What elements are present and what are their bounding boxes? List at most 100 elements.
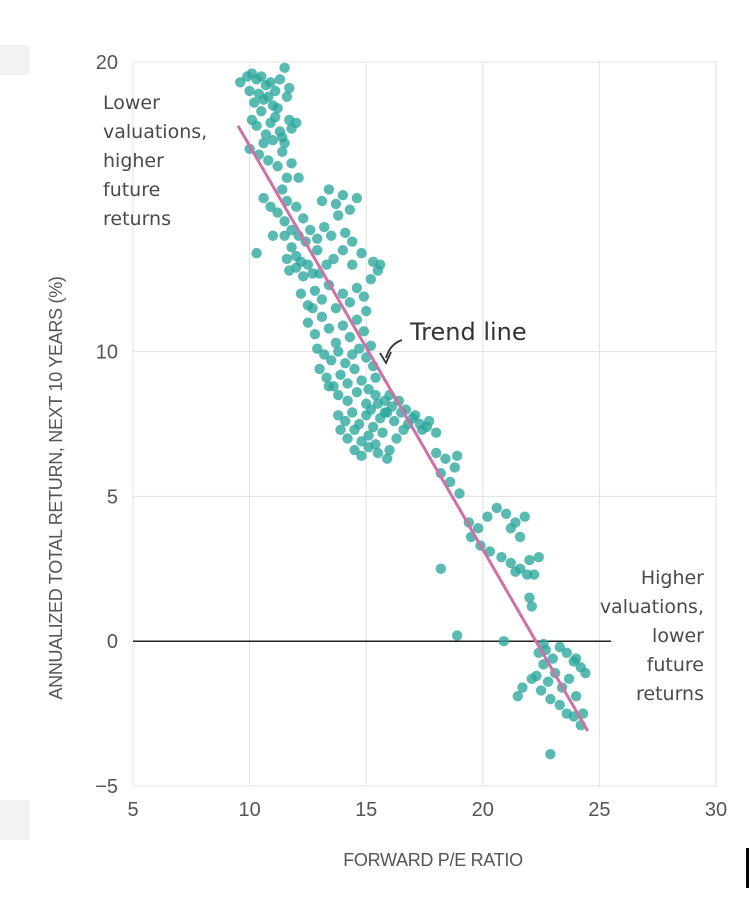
data-point (349, 424, 360, 435)
data-point (272, 207, 283, 218)
grid-lines (132, 61, 717, 787)
data-point (256, 71, 267, 82)
data-point (307, 302, 318, 314)
data-point (321, 372, 332, 383)
data-point (363, 384, 374, 395)
data-point (347, 349, 358, 360)
data-point (538, 638, 549, 650)
data-point (340, 227, 351, 239)
data-point (542, 676, 554, 687)
data-point (535, 685, 547, 696)
data-point (291, 117, 302, 129)
data-point (330, 198, 342, 210)
arrowhead-icon (379, 351, 392, 365)
data-point (356, 436, 367, 447)
annotation-line: returns (103, 208, 171, 230)
data-point (372, 447, 384, 459)
data-point (454, 488, 465, 499)
data-point (545, 748, 556, 760)
data-point (258, 192, 269, 204)
data-point (302, 317, 314, 328)
y-axis-title: ANNUALIZED TOTAL RETURN, NEXT 10 YEARS (… (46, 276, 66, 699)
data-point (277, 146, 288, 157)
data-point (335, 369, 346, 380)
data-point (430, 447, 442, 459)
data-point (319, 349, 330, 360)
data-point (365, 274, 377, 285)
data-point (342, 433, 353, 444)
data-point (305, 224, 316, 236)
data-point (323, 323, 335, 334)
data-point (351, 192, 363, 204)
data-point (274, 74, 286, 85)
y-tick-label: 0 (107, 631, 118, 653)
data-point (316, 311, 328, 323)
data-point (349, 444, 360, 456)
data-point (258, 137, 269, 149)
data-point (316, 195, 328, 207)
data-point (391, 433, 402, 444)
data-point (330, 302, 342, 314)
data-point (249, 97, 260, 108)
data-point (440, 453, 451, 464)
data-point (451, 630, 463, 641)
data-point (449, 462, 461, 473)
data-point (316, 294, 328, 305)
y-tick-label: 5 (107, 486, 118, 508)
data-point (256, 106, 267, 117)
data-point (279, 62, 290, 73)
data-point (235, 77, 246, 88)
data-point (291, 262, 302, 273)
data-point (519, 511, 530, 522)
data-point (330, 337, 342, 349)
data-point (561, 647, 572, 658)
data-point (272, 103, 283, 114)
data-point (284, 82, 295, 94)
x-tick-label: 15 (355, 799, 377, 821)
data-point (496, 552, 507, 563)
data-point (347, 407, 358, 418)
annotation-line: valuations, (103, 121, 207, 143)
data-point (435, 563, 447, 574)
data-point (312, 245, 323, 256)
data-point (281, 172, 293, 184)
data-point (333, 410, 344, 421)
data-point (326, 230, 337, 241)
left-edge-shade-bottom (0, 800, 30, 840)
data-point (326, 355, 337, 366)
data-point (286, 158, 297, 169)
data-point (384, 444, 395, 456)
data-point (267, 230, 279, 241)
data-point (323, 184, 335, 195)
data-point (286, 224, 297, 236)
data-point (265, 77, 276, 88)
x-tick-label: 5 (127, 799, 138, 821)
data-point (281, 91, 293, 102)
data-point (342, 395, 353, 407)
data-point (295, 288, 307, 299)
trend-line-label: Trend line (409, 318, 527, 346)
data-point (528, 569, 540, 580)
data-point (312, 233, 323, 244)
annotation-line: higher (103, 150, 164, 172)
data-point (361, 305, 372, 317)
data-point (533, 552, 544, 563)
data-point (314, 363, 325, 375)
data-point (263, 155, 274, 166)
left-edge-shade-top (0, 45, 30, 75)
data-point (312, 343, 323, 354)
data-point (570, 653, 582, 664)
data-point (340, 357, 351, 369)
x-tick-label: 25 (588, 799, 610, 821)
data-point (319, 221, 330, 233)
annotation-line: future (103, 179, 160, 201)
data-point (554, 641, 565, 653)
data-point (298, 271, 309, 282)
data-point (274, 126, 286, 137)
data-point (263, 91, 274, 102)
y-tick-labels: −5 0 5 10 20 (95, 52, 118, 798)
data-point (517, 682, 528, 693)
data-point (363, 430, 374, 441)
data-point (363, 441, 374, 453)
data-point (309, 329, 321, 340)
